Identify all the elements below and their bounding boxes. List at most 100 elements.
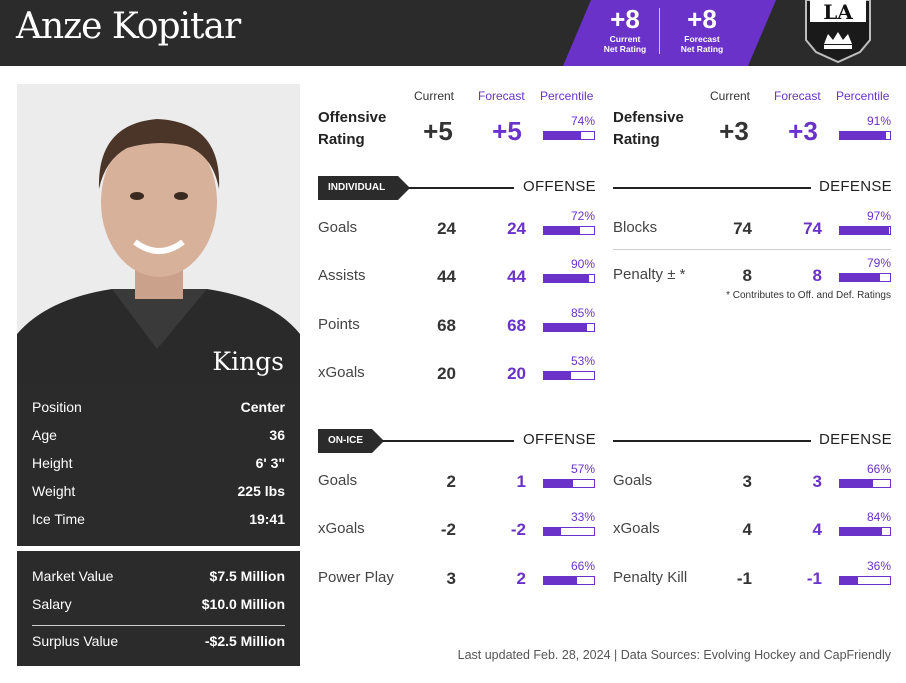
stat-percentile: 36% — [839, 559, 891, 589]
stat-percentile: 66% — [543, 559, 595, 589]
stat-forecast: -1 — [806, 569, 822, 588]
stat-label: Goals — [318, 219, 358, 236]
bio-value: 36 — [269, 427, 285, 443]
header-bar: Anze Kopitar +8 Current Net Rating +8 Fo… — [0, 0, 906, 66]
percentile-bar — [543, 226, 595, 235]
bio-value: Center — [240, 399, 285, 415]
percentile-value: 66% — [866, 462, 891, 476]
market-value-row: Market Value $7.5 Million — [32, 562, 285, 590]
percentile-bar — [543, 527, 595, 536]
stat-forecast: 3 — [812, 472, 822, 491]
forecast-net-rating: +8 Forecast Net Rating — [667, 4, 737, 54]
bio-row: Ice Time 19:41 — [32, 505, 285, 533]
percentile-bar — [839, 273, 891, 282]
stat-forecast: 20 — [507, 364, 526, 383]
stat-current: 24 — [437, 219, 456, 238]
defensive-rating-current: +3 — [719, 116, 749, 146]
percentile-bar-fill — [840, 227, 889, 234]
stat-forecast: 4 — [812, 520, 822, 539]
stat-percentile: 33% — [543, 510, 595, 540]
bio-row: Position Center — [32, 393, 285, 421]
percentile-value: 91% — [866, 114, 891, 128]
percentile-value: 57% — [570, 462, 595, 476]
on-ice-defense-line — [613, 440, 811, 442]
percentile-bar-fill — [840, 274, 880, 281]
percentile-bar — [839, 527, 891, 536]
net-divider — [659, 8, 660, 54]
stat-percentile: 72% — [543, 209, 595, 239]
bio-value: 19:41 — [249, 511, 285, 527]
current-net-rating: +8 Current Net Rating — [590, 4, 660, 54]
stat-percentile: 53% — [543, 354, 595, 384]
market-value: $7.5 Million — [209, 568, 285, 584]
percentile-bar-fill — [840, 577, 858, 584]
stat-label: xGoals — [318, 520, 365, 537]
bio-label: Position — [32, 399, 82, 415]
player-name: Anze Kopitar — [16, 6, 241, 47]
defensive-rating-label-1: Defensive — [613, 109, 684, 126]
stat-forecast: 1 — [516, 472, 526, 491]
percentile-bar — [543, 371, 595, 380]
offensive-rating-label: Offensive Rating — [318, 107, 386, 151]
stat-forecast: 8 — [812, 266, 822, 285]
bio-label: Ice Time — [32, 511, 85, 527]
stat-forecast: 68 — [507, 316, 526, 335]
stat-current: 74 — [733, 219, 752, 238]
percentile-bar — [543, 274, 595, 283]
percentile-bar — [543, 131, 595, 140]
percentile-bar-fill — [544, 577, 577, 584]
offensive-rating-label-2: Rating — [318, 131, 365, 148]
stat-percentile: 90% — [543, 257, 595, 287]
percentile-bar — [543, 479, 595, 488]
bio-label: Height — [32, 455, 73, 471]
percentile-bar-fill — [544, 324, 587, 331]
current-net-label-2: Net Rating — [603, 44, 647, 54]
stat-label: Points — [318, 316, 360, 333]
la-kings-logo-icon: LA — [805, 0, 871, 64]
col-percentile-offense: Percentile — [540, 89, 594, 103]
forecast-net-value: +8 — [687, 4, 717, 34]
percentile-value: 36% — [866, 559, 891, 573]
percentile-bar-fill — [840, 528, 882, 535]
col-forecast-defense: Forecast — [774, 89, 821, 103]
market-value-label: Market Value — [32, 568, 114, 584]
percentile-value: 79% — [866, 256, 891, 270]
offensive-rating-label-1: Offensive — [318, 109, 387, 126]
stat-label: Penalty ± * — [613, 266, 686, 283]
stat-current: 20 — [437, 364, 456, 383]
defensive-rating-forecast: +3 — [788, 116, 818, 146]
percentile-value: 66% — [570, 559, 595, 573]
percentile-bar — [839, 576, 891, 585]
contract-divider — [32, 625, 285, 626]
percentile-bar — [543, 323, 595, 332]
bio-row: Height 6' 3" — [32, 449, 285, 477]
stat-label: Goals — [318, 472, 358, 489]
percentile-value: 90% — [570, 257, 595, 271]
stat-label: xGoals — [613, 520, 660, 537]
percentile-bar-fill — [544, 372, 571, 379]
percentile-bar-fill — [840, 132, 886, 139]
percentile-bar-fill — [544, 528, 561, 535]
surplus-value-label: Surplus Value — [32, 633, 119, 649]
player-headshot-icon — [17, 84, 300, 384]
bio-panel: Position Center Age 36 Height 6' 3" Weight 2… — [17, 384, 300, 546]
on-ice-defense-title: DEFENSE — [819, 431, 892, 448]
stat-forecast: -2 — [510, 520, 526, 539]
percentile-bar — [839, 226, 891, 235]
stat-percentile: 57% — [543, 462, 595, 492]
bio-row: Age 36 — [32, 421, 285, 449]
individual-defense-line — [613, 187, 811, 189]
individual-defense-title: DEFENSE — [819, 178, 892, 195]
percentile-value: 97% — [866, 209, 891, 223]
on-ice-offense-title: OFFENSE — [523, 431, 596, 448]
percentile-bar-fill — [544, 227, 580, 234]
col-percentile-defense: Percentile — [836, 89, 890, 103]
stat-label: Power Play — [318, 569, 394, 586]
percentile-value: 33% — [570, 510, 595, 524]
net-rating-banner — [563, 0, 776, 66]
defensive-rating-label: Defensive Rating — [613, 107, 684, 151]
stat-percentile: 66% — [839, 462, 891, 492]
forecast-net-label-2: Net Rating — [680, 44, 724, 54]
percentile-value: 84% — [866, 510, 891, 524]
